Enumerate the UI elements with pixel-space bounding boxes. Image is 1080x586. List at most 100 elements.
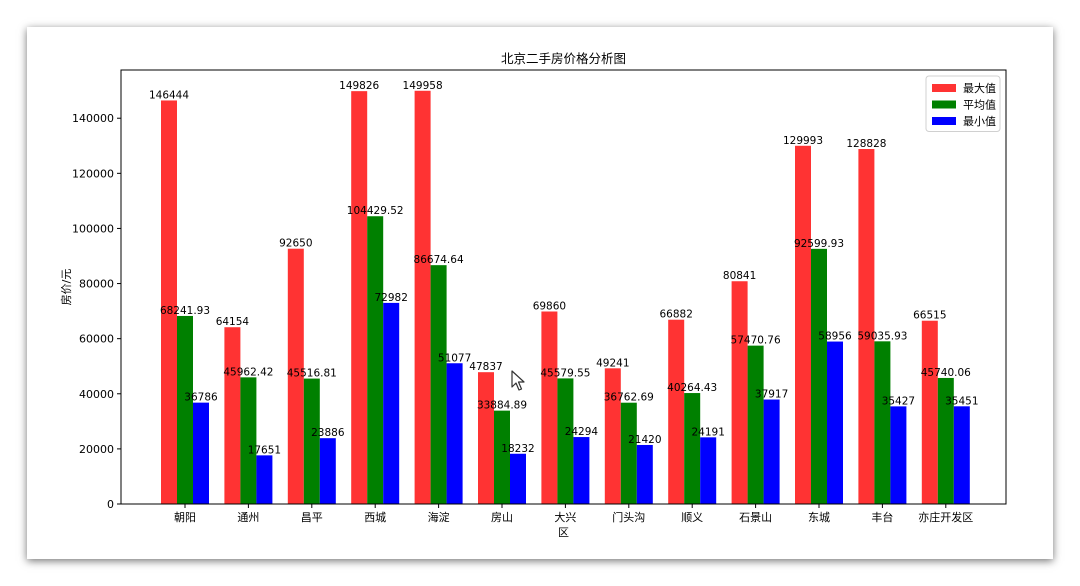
bar-value-label: 92599.93 (794, 238, 844, 250)
bar-门头沟-最大值 (604, 368, 621, 504)
bar-value-label: 49241 (596, 357, 629, 369)
legend-label: 平均值 (963, 99, 996, 112)
bar-丰台-最小值 (890, 406, 907, 504)
bar-value-label: 64154 (216, 316, 250, 328)
bar-value-label: 24294 (565, 426, 599, 438)
bar-value-label: 24191 (691, 426, 724, 438)
bar-value-label: 45516.81 (287, 368, 337, 380)
bar-value-label: 146444 (149, 89, 189, 101)
y-tick-label: 100000 (72, 222, 114, 235)
bar-朝阳-最大值 (161, 100, 177, 504)
bar-value-label: 66515 (913, 310, 946, 322)
bar-value-label: 35451 (945, 395, 978, 407)
bar-value-labels: 146444 64154 92650 149826 149958 47837 69860 49… (149, 80, 979, 457)
bar-value-label: 36786 (184, 392, 218, 404)
bar-东城-最小值 (827, 341, 843, 504)
x-tick-label: 亦庄开发区 (918, 510, 973, 524)
bar-value-label: 18232 (501, 443, 534, 455)
bar-value-label: 86674.64 (414, 254, 464, 266)
bar-通州-最小值 (256, 455, 273, 504)
bar-value-label: 51077 (438, 352, 471, 364)
bar-西城-最大值 (351, 91, 368, 505)
bar-大兴-最大值 (541, 311, 558, 504)
bar-亦庄开发区-最大值 (921, 320, 938, 504)
bar-value-label: 149826 (339, 80, 379, 92)
bar-海淀-最大值 (414, 90, 431, 504)
y-tick-label: 60000 (79, 333, 114, 346)
bar-value-label: 40264.43 (667, 382, 717, 394)
legend-label: 最大值 (963, 81, 996, 95)
legend-swatch (932, 84, 956, 92)
bar-门头沟-最小值 (636, 444, 653, 504)
bar-value-label: 68241.93 (160, 305, 210, 317)
y-tick-label: 140000 (72, 112, 114, 125)
bar-value-label: 36762.69 (604, 392, 654, 404)
bar-东城-最大值 (795, 145, 811, 505)
bar-value-label: 128828 (846, 138, 886, 150)
bar-value-label: 59035.93 (857, 330, 907, 342)
legend-label: 最小值 (963, 115, 996, 128)
chart-title: 北京二手房价格分析图 (501, 51, 626, 66)
bar-大兴-最小值 (573, 437, 590, 504)
bar-西城-最小值 (383, 302, 400, 504)
bar-大兴-平均值 (557, 378, 574, 504)
x-tick-label: 石景山 (739, 511, 772, 524)
bar-房山-最大值 (478, 372, 494, 504)
y-tick-label: 20000 (79, 443, 114, 456)
x-tick-label: 通州 (237, 511, 259, 524)
bar-value-label: 69860 (533, 300, 566, 312)
bar-石景山-最小值 (763, 399, 780, 504)
bar-亦庄开发区-平均值 (937, 377, 954, 504)
x-tick-label: 顺义 (681, 511, 703, 524)
bar-value-label: 80841 (723, 270, 756, 282)
bar-value-label: 23886 (311, 427, 345, 439)
bar-丰台-最大值 (858, 149, 875, 504)
bar-房山-平均值 (494, 410, 510, 504)
mouse-cursor-icon (511, 370, 525, 391)
x-tick-label: 西城 (364, 511, 386, 524)
x-tick-label: 房山 (491, 511, 513, 524)
bar-顺义-平均值 (684, 393, 701, 504)
bar-value-label: 149958 (403, 80, 443, 92)
bar-顺义-最小值 (700, 437, 717, 504)
x-axis-label: 区 (558, 526, 569, 539)
bar-昌平-最大值 (287, 248, 304, 504)
x-tick-label: 丰台 (871, 510, 893, 524)
bar-value-label: 37917 (755, 389, 788, 401)
bar-门头沟-平均值 (620, 402, 637, 504)
bar-顺义-最大值 (668, 319, 685, 504)
legend-swatch (932, 117, 956, 125)
bar-value-label: 104429.52 (347, 205, 404, 217)
bar-石景山-平均值 (747, 345, 764, 504)
bar-通州-平均值 (240, 377, 257, 504)
bar-丰台-平均值 (874, 341, 891, 504)
bar-value-label: 45579.55 (540, 367, 590, 379)
bar-朝阳-平均值 (177, 315, 193, 504)
bar-value-label: 17651 (248, 444, 281, 456)
plot-frame (120, 69, 1007, 505)
bar-value-label: 72982 (374, 292, 407, 304)
y-tick-label: 0 (107, 498, 114, 511)
bar-亦庄开发区-最小值 (953, 406, 970, 504)
legend-swatch (932, 100, 956, 109)
bar-通州-最大值 (224, 327, 241, 504)
bar-value-label: 92650 (279, 238, 312, 250)
bar-value-label: 129993 (783, 135, 823, 147)
y-tick-label: 80000 (79, 278, 114, 291)
axes: 0 20000 40000 60000 80000 100000 120000 140000 朝… (72, 69, 1007, 524)
bar-value-label: 66882 (659, 309, 692, 321)
bar-value-label: 57470.76 (731, 335, 781, 347)
bar-value-label: 35427 (882, 395, 915, 407)
x-tick-label: 朝阳 (174, 511, 196, 524)
bar-value-label: 33884.89 (477, 400, 527, 412)
x-tick-label: 昌平 (301, 511, 323, 524)
x-tick-label: 门头沟 (612, 510, 645, 524)
bar-value-label: 21420 (628, 434, 661, 446)
bar-value-label: 45962.42 (223, 366, 273, 378)
bar-房山-最小值 (510, 453, 526, 504)
bar-西城-平均值 (367, 216, 384, 505)
bar-昌平-最小值 (319, 438, 336, 504)
bar-value-label: 47837 (469, 361, 502, 373)
